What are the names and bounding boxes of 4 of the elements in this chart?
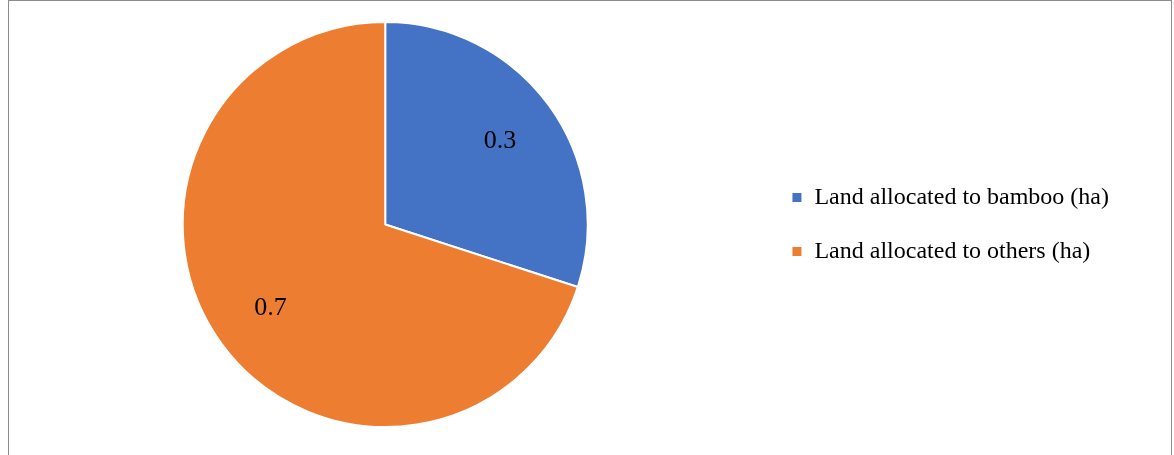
legend-label: Land allocated to others (ha): [814, 236, 1091, 263]
legend-label: Land allocated to bamboo (ha): [814, 182, 1110, 209]
data-label: 0.3: [483, 125, 517, 155]
data-label: 0.7: [254, 291, 287, 321]
